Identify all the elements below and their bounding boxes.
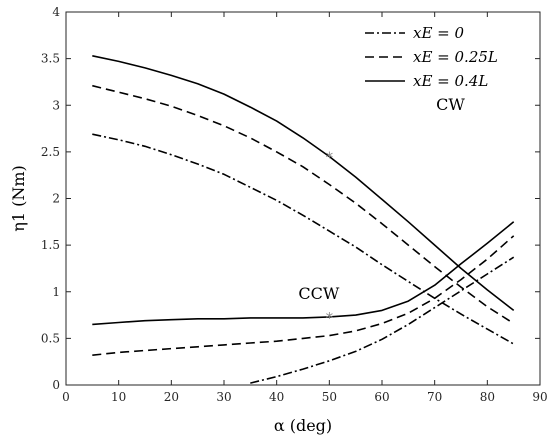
ticks-layer: 0 10 20 30 40 50 60 70 80 90 0 0.5 1 1.5 2 2.5 3 3.5 4 — [41, 5, 548, 404]
data-marker: * — [326, 149, 334, 167]
annotation-ccw: CCW — [298, 284, 339, 303]
series-line-ccw-xe-0 — [250, 256, 515, 384]
x-tick-label: 90 — [532, 390, 547, 404]
annotation-cw: CW — [436, 95, 465, 114]
x-tick-label: 20 — [164, 390, 179, 404]
legend-label: xE = 0.4L — [413, 72, 488, 90]
x-tick-label: 0 — [62, 390, 70, 404]
y-tick-label: 4 — [52, 5, 60, 19]
x-tick-label: 30 — [216, 390, 231, 404]
series-line-ccw-xe-04l — [92, 221, 515, 326]
y-axis-label: η1 (Nm) — [9, 165, 28, 232]
series-line-ccw-xe-025l — [92, 235, 515, 356]
y-tick-label: 2 — [52, 192, 60, 206]
x-tick-label: 80 — [480, 390, 495, 404]
y-tick-label: 2.5 — [41, 145, 60, 159]
x-tick-label: 60 — [374, 390, 389, 404]
legend-label: xE = 0.25L — [413, 48, 498, 66]
marker-layer: ** — [326, 149, 334, 327]
y-tick-label: 1 — [52, 285, 60, 299]
series-line-cw-xe-04l — [92, 55, 515, 312]
y-tick-label: 1.5 — [41, 238, 60, 252]
x-tick-label: 70 — [427, 390, 442, 404]
x-axis-label: α (deg) — [274, 416, 332, 435]
y-tick-label: 0.5 — [41, 331, 60, 345]
x-tick-label: 50 — [322, 390, 337, 404]
legend: xE = 0 xE = 0.25L xE = 0.4L — [365, 24, 498, 90]
y-tick-label: 0 — [52, 378, 60, 392]
series-layer — [92, 55, 515, 384]
series-line-cw-xe-025l — [92, 84, 515, 325]
y-tick-label: 3.5 — [41, 52, 60, 66]
plot-frame — [65, 11, 541, 386]
series-line-cw-xe-0 — [92, 133, 515, 345]
data-marker: * — [326, 309, 334, 327]
y-tick-label: 3 — [52, 98, 60, 112]
x-tick-label: 40 — [269, 390, 284, 404]
annot-layer: CW CCW — [298, 95, 465, 303]
x-tick-label: 10 — [111, 390, 126, 404]
legend-label: xE = 0 — [413, 24, 465, 42]
